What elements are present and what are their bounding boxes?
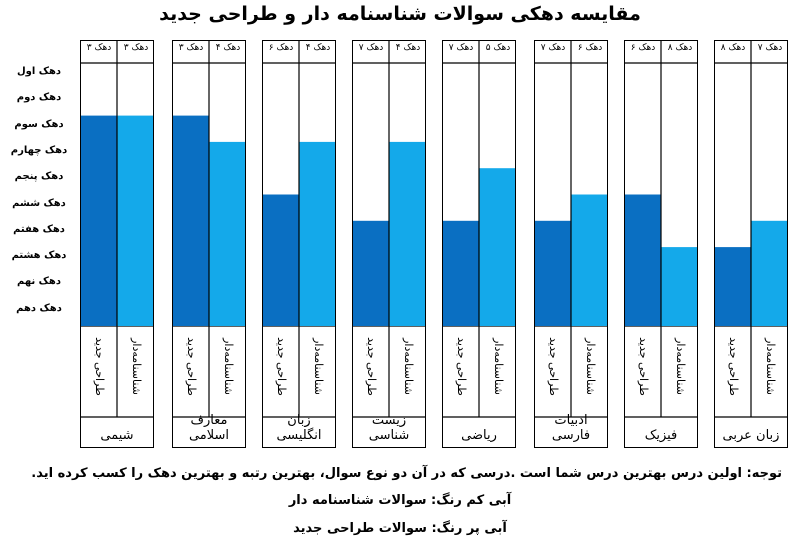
series-label-shen-text: شناسنامه‌دار [311,337,325,395]
bar-shenasnameh [389,141,425,326]
series-label-new: طراحی جدید [715,333,751,399]
series-label-shen-text: شناسنامه‌دار [673,337,687,395]
y-tick-label: دهک نهم [17,276,61,288]
series-label-shen: شناسنامه‌دار [300,333,336,399]
bar-value-label-new: دهک ۳ [178,43,204,53]
bar-new-design [353,220,389,326]
series-label-shen-text: شناسنامه‌دار [763,337,777,395]
bar-shenasnameh [751,220,787,326]
series-label-new-text: طراحی جدید [274,336,288,396]
bar-value-label-shen: دهک ۳ [123,43,149,53]
series-label-shen: شناسنامه‌دار [390,333,426,399]
bar-value-label-shen: دهک ۴ [305,43,331,53]
bar-value-label-new: دهک ۷ [358,43,384,53]
subject-group: دهک ۷ دهک ۴ طراحی جدید شناسنامه‌دار زیست شنا… [352,40,426,448]
bar-value-label-new: دهک ۶ [630,43,656,53]
bar-shenasnameh [209,141,245,326]
y-tick-label: دهک دوم [16,92,62,104]
series-label-new-text: طراحی جدید [364,336,378,396]
subject-group: دهک ۶ دهک ۴ طراحی جدید شناسنامه‌دار زبان انگ… [262,40,336,448]
subject-label: ادبیات فارسی [551,413,591,443]
y-tick-label: دهک هشتم [11,250,67,262]
subject-label: شیمی [100,428,134,443]
chart-title: مقایسه دهکی سوالات شناسنامه دار و طراحی … [159,3,641,25]
subject-label: معارف اسلامی [188,413,230,443]
bar-value-label-new: دهک ۷ [540,43,566,53]
y-tick-label: دهک هفتم [13,223,65,235]
series-label-new: طراحی جدید [353,333,389,399]
series-label-new: طراحی جدید [625,333,661,399]
y-tick-label: دهک اول [16,66,62,77]
series-label-new: طراحی جدید [263,333,299,399]
bar-value-label-new: دهک ۳ [86,43,112,53]
subject-group: دهک ۷ دهک ۵ طراحی جدید شناسنامه‌دار ریاضی [442,40,516,448]
series-label-shen-text: شناسنامه‌دار [583,337,597,395]
bar-value-label-shen: دهک ۶ [577,43,603,53]
subject-group: دهک ۸ دهک ۷ طراحی جدید شناسنامه‌دار زبان عرب… [714,40,788,448]
series-label-shen-text: شناسنامه‌دار [221,337,235,395]
series-label-new: طراحی جدید [81,333,117,399]
bar-value-label-new: دهک ۶ [268,43,294,53]
bar-shenasnameh [661,247,697,326]
series-label-new-text: طراحی جدید [636,336,650,396]
series-label-new-text: طراحی جدید [454,336,468,396]
bar-shenasnameh [571,194,607,326]
bar-new-design [715,247,751,326]
series-label-shen-text: شناسنامه‌دار [129,337,143,395]
bar-value-label-shen: دهک ۵ [485,43,511,53]
subject-label: زیست شناسی [368,413,410,443]
series-label-shen: شناسنامه‌دار [752,333,788,399]
series-label-new-text: طراحی جدید [546,336,560,396]
note-text: توجه: اولین درس بهترین درس شما است .درسی… [31,466,782,481]
bar-new-design [263,194,299,326]
series-label-shen-text: شناسنامه‌دار [491,337,505,395]
y-tick-label: دهک دهم [16,302,62,314]
subject-label: فیزیک [644,428,678,443]
series-label-new-text: طراحی جدید [184,336,198,396]
subject-label: زبان عربی [722,428,780,443]
subject-group: دهک ۳ دهک ۳ طراحی جدید شناسنامه‌دار شیمی [80,40,154,448]
series-label-new-text: طراحی جدید [726,336,740,396]
subject-group: دهک ۶ دهک ۸ طراحی جدید شناسنامه‌دار فیزیک [624,40,698,448]
bar-new-design [535,220,571,326]
bar-new-design [173,115,209,326]
legend-light-blue: آبی کم رنگ: سوالات شناسنامه دار [288,493,512,508]
subject-group: دهک ۳ دهک ۴ طراحی جدید شناسنامه‌دار معارف اس… [172,40,246,448]
bar-value-label-new: دهک ۷ [448,43,474,53]
bar-new-design [81,115,117,326]
series-label-new: طراحی جدید [443,333,479,399]
bar-value-label-new: دهک ۸ [720,43,746,53]
series-label-new: طراحی جدید [535,333,571,399]
bar-new-design [443,220,479,326]
y-tick-label: دهک ششم [12,197,66,209]
series-label-shen-text: شناسنامه‌دار [401,337,415,395]
bar-shenasnameh [299,141,335,326]
legend-dark-blue: آبی پر رنگ: سوالات طراحی جدید [293,521,507,536]
series-label-shen: شناسنامه‌دار [118,333,154,399]
y-tick-label: دهک پنجم [14,171,64,183]
series-label-shen: شناسنامه‌دار [480,333,516,399]
subject-group: دهک ۷ دهک ۶ طراحی جدید شناسنامه‌دار ادبیات ف… [534,40,608,448]
series-label-shen: شناسنامه‌دار [210,333,246,399]
subject-label: زبان انگلیسی [276,413,322,443]
series-label-shen: شناسنامه‌دار [662,333,698,399]
bar-shenasnameh [479,168,515,326]
series-label-new: طراحی جدید [173,333,209,399]
subject-label: ریاضی [461,428,497,443]
y-tick-label: دهک سوم [14,118,64,130]
bar-value-label-shen: دهک ۴ [395,43,421,53]
bar-value-label-shen: دهک ۴ [215,43,241,53]
bar-new-design [625,194,661,326]
bar-value-label-shen: دهک ۷ [757,43,783,53]
bar-shenasnameh [117,115,153,326]
bar-value-label-shen: دهک ۸ [667,43,693,53]
series-label-shen: شناسنامه‌دار [572,333,608,399]
series-label-new-text: طراحی جدید [92,336,106,396]
y-tick-label: دهک چهارم [10,144,68,156]
